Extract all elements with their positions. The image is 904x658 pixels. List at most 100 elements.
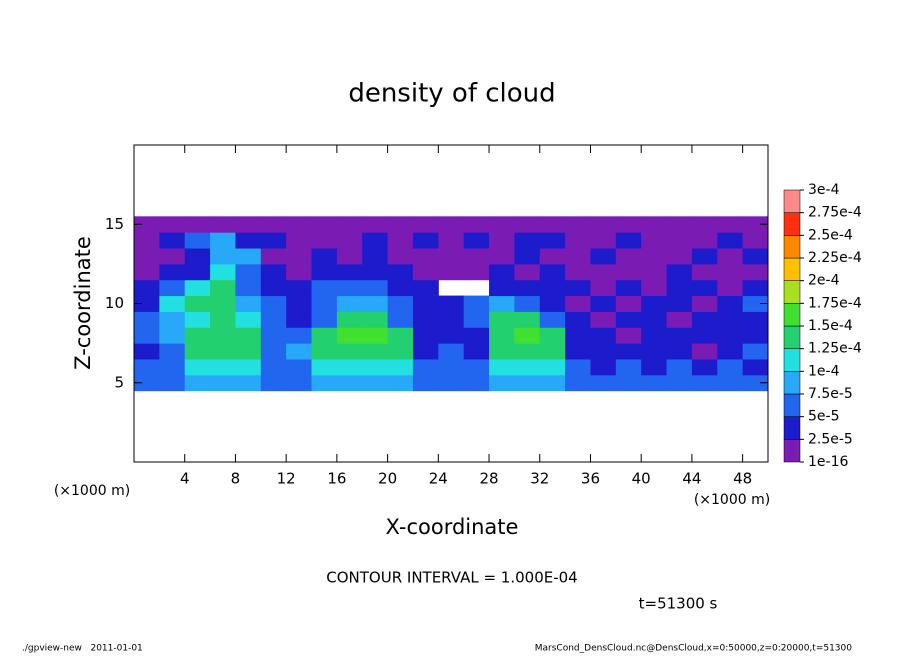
cell [412, 343, 439, 360]
cell [742, 232, 769, 249]
x-tick-label: 28 [479, 470, 498, 488]
cell [514, 358, 541, 376]
cell [260, 295, 287, 312]
cell [539, 248, 566, 265]
cell [286, 327, 313, 344]
cell [691, 343, 718, 360]
cell [336, 311, 363, 328]
cell [286, 232, 313, 249]
cell [615, 311, 642, 328]
cell [615, 374, 642, 392]
cell [387, 358, 414, 376]
cell [134, 295, 160, 312]
cell [565, 295, 591, 312]
cell [438, 263, 465, 281]
cell [463, 311, 490, 328]
x-tick-label: 16 [327, 470, 346, 488]
cell [590, 327, 617, 344]
cell [336, 248, 363, 265]
colorbar-label: 7.5e-5 [808, 386, 853, 402]
cell [336, 295, 363, 312]
cell [362, 295, 389, 312]
cell [412, 327, 439, 344]
y-tick-label: 10 [105, 294, 124, 312]
footer-left: ./gpview-new 2011-01-01 [22, 644, 143, 654]
x-axis-label: X-coordinate [386, 515, 519, 539]
cell [691, 327, 718, 344]
cell [387, 248, 414, 265]
cell [311, 232, 338, 249]
cell [489, 327, 515, 344]
cell [590, 263, 617, 281]
cell [311, 311, 338, 328]
cell [514, 311, 541, 328]
cell [565, 311, 591, 328]
cell [387, 311, 414, 328]
x-tick-label: 48 [733, 470, 752, 488]
cell [514, 343, 541, 360]
cell [438, 216, 465, 233]
cell [286, 263, 313, 281]
cell [514, 232, 541, 249]
cell [235, 216, 262, 233]
cell [514, 279, 541, 297]
cell [336, 358, 363, 376]
colorbar-label: 1e-4 [808, 363, 840, 379]
cell [565, 279, 591, 297]
cell [412, 358, 439, 376]
cell [362, 311, 389, 328]
cell [717, 248, 744, 265]
cell [184, 279, 211, 297]
cell [438, 232, 465, 249]
cell [412, 311, 439, 328]
colorbar-label: 1e-16 [808, 454, 848, 470]
cell [260, 311, 287, 328]
cell [235, 374, 262, 392]
cell [641, 327, 668, 344]
cell [666, 327, 693, 344]
cell [539, 263, 566, 281]
cell [235, 327, 262, 344]
cell [666, 374, 693, 392]
cell [311, 263, 338, 281]
cell [362, 358, 389, 376]
cell [742, 216, 769, 233]
cell [362, 232, 389, 249]
cell [717, 374, 744, 392]
time-label: t=51300 s [639, 595, 718, 613]
cell [235, 311, 262, 328]
y-tick-label: 15 [105, 215, 124, 233]
cell [463, 343, 490, 360]
cell [184, 295, 211, 312]
cell [412, 248, 439, 265]
cell [615, 358, 642, 376]
cell [590, 358, 617, 376]
cell [210, 374, 236, 392]
cell [311, 358, 338, 376]
cell [412, 263, 439, 281]
cell [666, 216, 693, 233]
cell [666, 232, 693, 249]
cell [742, 279, 769, 297]
cell [412, 374, 439, 392]
x-tick-label: 4 [180, 470, 190, 488]
cell [590, 232, 617, 249]
cell [539, 327, 566, 344]
colorbar-band [783, 416, 801, 440]
colorbar-band [783, 439, 801, 463]
cell [691, 358, 718, 376]
cell [286, 248, 313, 265]
cell [362, 327, 389, 344]
colorbar-label: 1.5e-4 [808, 318, 853, 334]
cell [539, 279, 566, 297]
cell [134, 263, 160, 281]
cell [235, 358, 262, 376]
cell [159, 216, 186, 233]
cell [184, 358, 211, 376]
cell [514, 263, 541, 281]
colorbar-label: 5e-5 [808, 409, 839, 425]
cell [615, 232, 642, 249]
cell [210, 327, 236, 344]
cell [336, 327, 363, 344]
cell [463, 327, 490, 344]
